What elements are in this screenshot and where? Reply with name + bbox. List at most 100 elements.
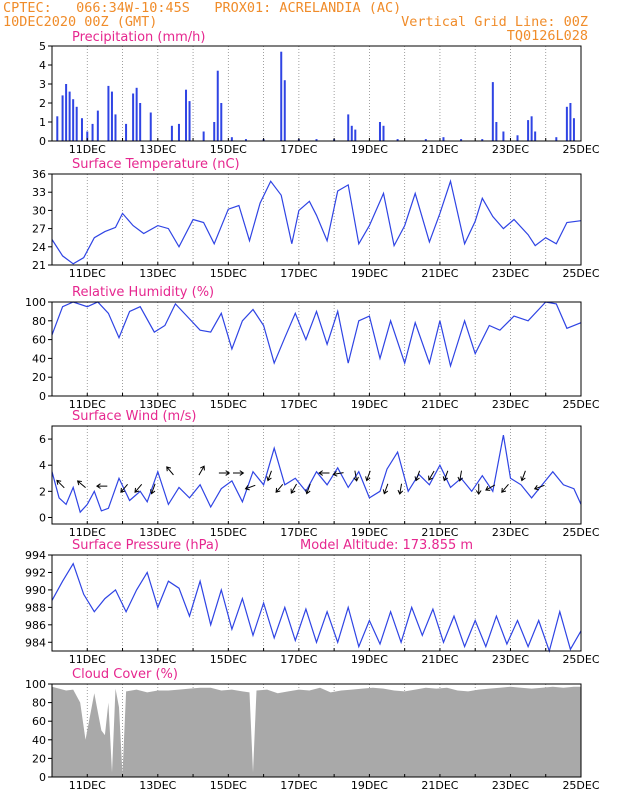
x-tick-label: 23DEC [492,779,529,792]
precip-bar [244,139,247,141]
y-tick-label: 0 [39,135,46,148]
y-tick-label: 27 [32,223,46,236]
panel-title: Cloud Cover (%) [72,667,178,682]
wind-arrow [442,470,449,482]
precip-bar [107,85,110,141]
y-tick-label: 100 [25,296,46,309]
wind-arrow [198,465,205,476]
wind-arrow [353,470,359,482]
wind-arrow [382,483,389,495]
precip-bar [481,139,484,141]
header-date: 10DEC2020 00Z (GMT) [3,14,158,30]
wind-arrow [365,470,371,482]
x-tick-label: 11DEC [69,653,106,666]
x-tick-label: 23DEC [492,526,529,539]
precip-bar [527,120,530,141]
x-tick-label: 13DEC [139,398,176,411]
x-tick-label: 19DEC [351,267,388,280]
series-line [51,562,582,654]
wind-arrow [275,483,284,493]
precip-bar [110,91,113,141]
wind-arrow [56,479,65,489]
y-tick-label: 2 [39,97,46,110]
wind-arrow [244,484,256,491]
x-tick-label: 19DEC [351,653,388,666]
precip-bar [516,135,519,141]
wind-arrow [120,483,128,493]
x-tick-label: 23DEC [492,653,529,666]
wind-arrow [134,483,143,493]
precip-bar [177,123,180,141]
y-tick-label: 60 [32,334,46,347]
x-tick-label: 19DEC [351,143,388,156]
precip-bar [396,139,399,141]
precip-bar [572,118,575,141]
x-tick-label: 11DEC [69,779,106,792]
x-tick-label: 19DEC [351,398,388,411]
precip-bar [86,131,89,141]
precip-bar [502,131,505,141]
y-tick-label: 60 [32,715,46,728]
precip-bar [378,122,381,141]
y-tick-label: 100 [25,678,46,691]
precip-bar [56,116,59,141]
y-tick-label: 0 [39,390,46,403]
panel-title: Precipitation (mm/h) [72,30,205,45]
y-tick-label: 33 [32,186,46,199]
x-tick-label: 11DEC [69,526,106,539]
y-tick-label: 40 [32,352,46,365]
panel-frame [51,173,582,266]
precip-bar [569,103,572,141]
y-tick-label: 990 [25,584,46,597]
x-tick-label: 17DEC [280,143,317,156]
x-tick-label: 15DEC [210,526,247,539]
y-tick-label: 24 [32,241,46,254]
precip-bar [424,139,427,141]
y-tick-label: 80 [32,315,46,328]
y-tick-label: 40 [32,734,46,747]
y-tick-label: 30 [32,204,46,217]
x-tick-label: 13DEC [139,143,176,156]
wind-arrow [318,470,330,476]
x-tick-label: 11DEC [69,143,106,156]
x-tick-label: 21DEC [421,526,458,539]
wind-arrow [150,483,156,495]
series-line [51,301,582,369]
wind-arrow [76,480,86,489]
y-tick-label: 986 [25,619,46,632]
panel-title: Surface Wind (m/s) [72,409,196,424]
y-tick-label: 3 [39,78,46,91]
x-tick-label: 17DEC [280,398,317,411]
precip-bar [185,89,188,141]
y-tick-label: 80 [32,697,46,710]
x-tick-label: 25DEC [562,143,599,156]
precip-bar [347,114,350,141]
wind-arrow [332,471,344,477]
x-tick-label: 21DEC [421,653,458,666]
y-tick-label: 5 [39,40,46,53]
precip-bar [61,95,64,141]
wind-arrow [533,484,545,491]
y-tick-label: 21 [32,259,46,272]
x-tick-label: 21DEC [421,398,458,411]
wind-arrow [305,483,311,495]
precip-bar [491,82,494,141]
wind-arrow [218,470,231,476]
wind-arrow [232,470,245,476]
precip-bar [495,122,498,141]
wind-arrow [485,484,496,491]
x-tick-label: 15DEC [210,779,247,792]
x-tick-label: 21DEC [421,267,458,280]
y-tick-label: 994 [25,549,46,562]
x-tick-label: 23DEC [492,267,529,280]
precip-bar [216,70,219,141]
panel-frame [51,554,582,652]
x-tick-label: 15DEC [210,653,247,666]
x-tick-label: 25DEC [562,398,599,411]
y-tick-label: 36 [32,168,46,181]
precip-bar [72,99,75,141]
x-tick-label: 11DEC [69,267,106,280]
x-tick-label: 25DEC [562,779,599,792]
x-tick-label: 15DEC [210,143,247,156]
panel-title: Relative Humidity (%) [72,285,214,300]
